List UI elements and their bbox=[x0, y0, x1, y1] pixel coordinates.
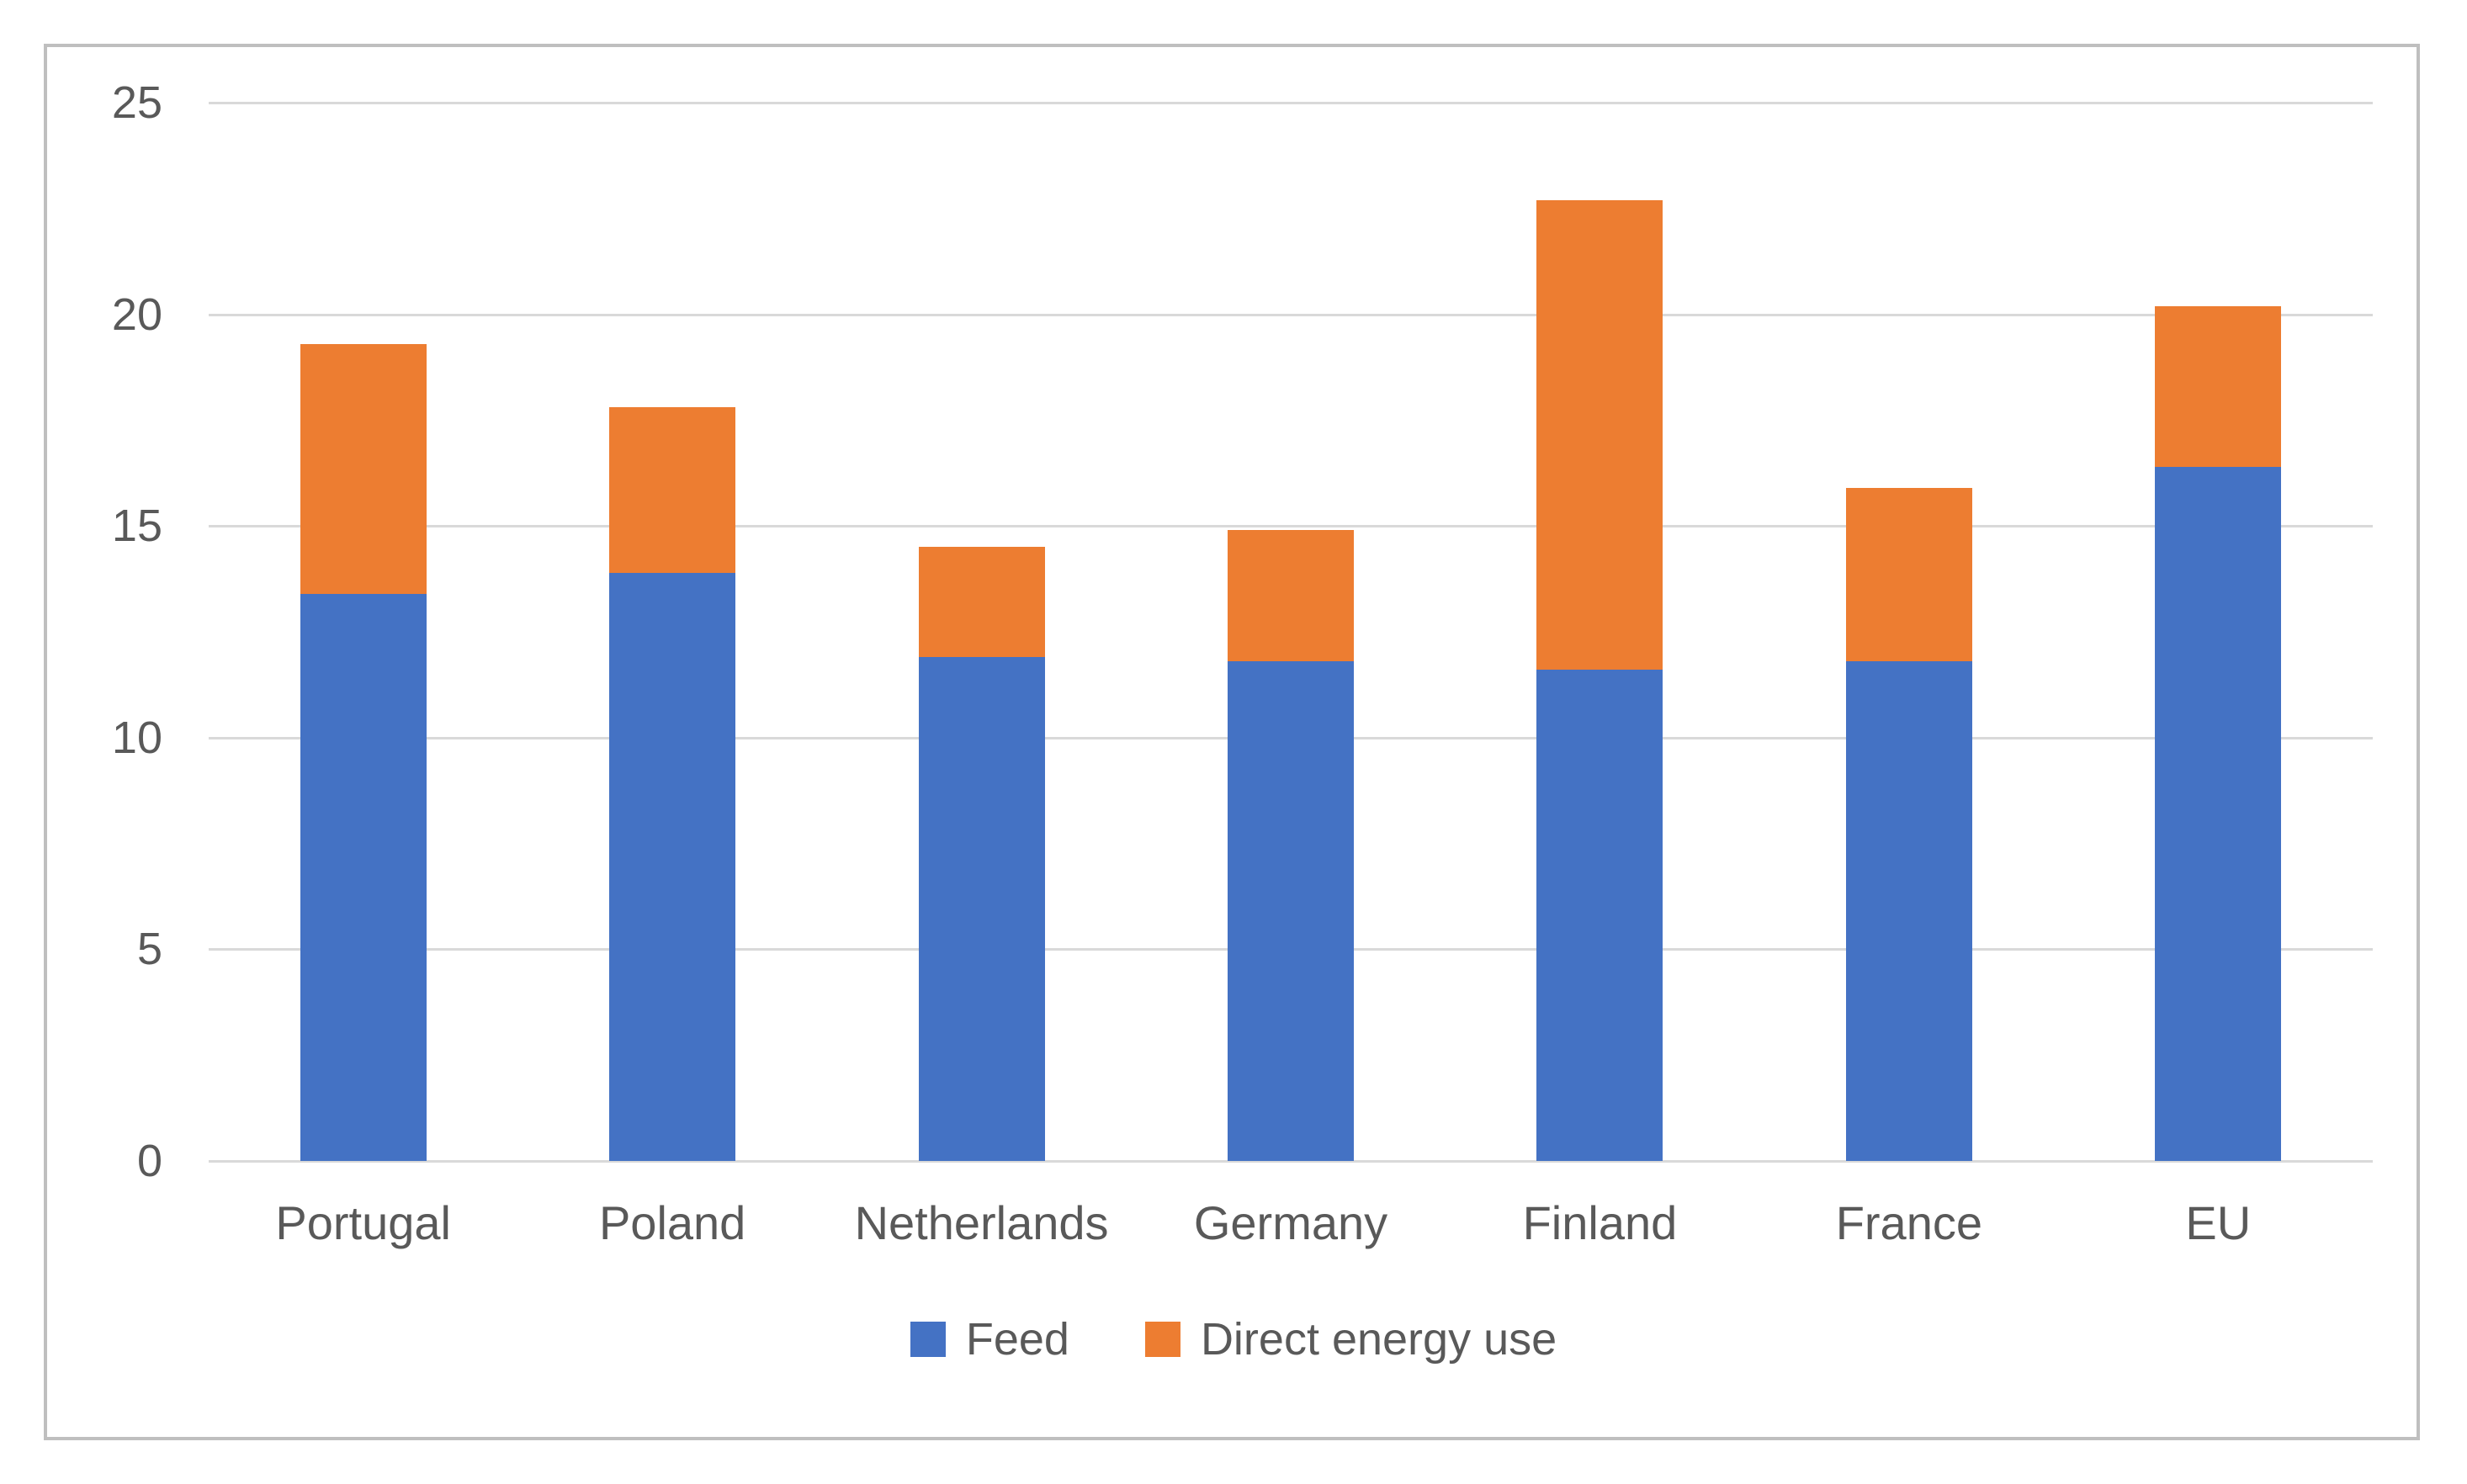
x-axis-label-poland: Poland bbox=[598, 1196, 746, 1249]
bar-segment-feed-netherlands bbox=[918, 657, 1045, 1161]
bar-france bbox=[1845, 103, 1972, 1161]
bar-segment-feed-germany bbox=[1228, 661, 1354, 1161]
gridline-y-20 bbox=[209, 313, 2373, 316]
legend-swatch-feed-icon bbox=[910, 1322, 946, 1357]
y-axis-tick-label: 25 bbox=[111, 77, 162, 128]
gridline-y-25 bbox=[209, 102, 2373, 104]
bar-segment-feed-poland bbox=[609, 572, 736, 1161]
bar-eu bbox=[2155, 103, 2282, 1161]
x-axis-label-portugal: Portugal bbox=[275, 1196, 451, 1249]
bar-segment-feed-france bbox=[1845, 661, 1972, 1161]
x-axis-label-france: France bbox=[1835, 1196, 1982, 1249]
bar-poland bbox=[609, 103, 736, 1161]
legend-swatch-direct-energy-use-icon bbox=[1144, 1322, 1180, 1357]
bar-netherlands bbox=[918, 103, 1045, 1161]
legend-label-feed: Feed bbox=[965, 1314, 1069, 1365]
bar-germany bbox=[1228, 103, 1354, 1161]
x-axis-label-finland: Finland bbox=[1522, 1196, 1678, 1249]
bar-segment-direct-energy-use-germany bbox=[1228, 530, 1354, 662]
bar-portugal bbox=[300, 103, 427, 1161]
y-axis-tick-label: 20 bbox=[111, 289, 162, 340]
plot-area: 0 5 10 15 20 25 Portugal Poland Netherlands Germa… bbox=[112, 80, 2373, 1248]
bar-segment-direct-energy-use-portugal bbox=[300, 343, 427, 594]
y-axis-tick-label: 5 bbox=[136, 924, 162, 975]
x-axis-label-netherlands: Netherlands bbox=[854, 1196, 1109, 1249]
bar-segment-feed-finland bbox=[1536, 670, 1663, 1161]
bar-segment-feed-portugal bbox=[300, 593, 427, 1161]
bar-segment-direct-energy-use-finland bbox=[1536, 199, 1663, 670]
bar-segment-direct-energy-use-eu bbox=[2155, 305, 2282, 467]
y-axis-tick-label: 0 bbox=[136, 1136, 162, 1186]
bar-segment-direct-energy-use-poland bbox=[609, 407, 736, 573]
x-axis-label-eu: EU bbox=[2185, 1196, 2252, 1249]
gridline-y-0 bbox=[209, 1160, 2373, 1163]
y-axis-tick-label: 10 bbox=[111, 712, 162, 763]
gridline-y-15 bbox=[209, 525, 2373, 528]
legend-item-direct-energy-use: Direct energy use bbox=[1144, 1314, 1557, 1365]
legend: Feed Direct energy use bbox=[0, 1317, 2467, 1362]
bar-finland bbox=[1536, 103, 1663, 1161]
legend-label-direct-energy-use: Direct energy use bbox=[1200, 1314, 1557, 1365]
legend-item-feed: Feed bbox=[910, 1317, 1069, 1362]
bar-segment-feed-eu bbox=[2155, 466, 2282, 1161]
bar-segment-direct-energy-use-netherlands bbox=[918, 547, 1045, 658]
x-axis-label-germany: Germany bbox=[1193, 1196, 1388, 1249]
bar-segment-direct-energy-use-france bbox=[1845, 487, 1972, 662]
y-axis-tick-label: 15 bbox=[111, 501, 162, 552]
